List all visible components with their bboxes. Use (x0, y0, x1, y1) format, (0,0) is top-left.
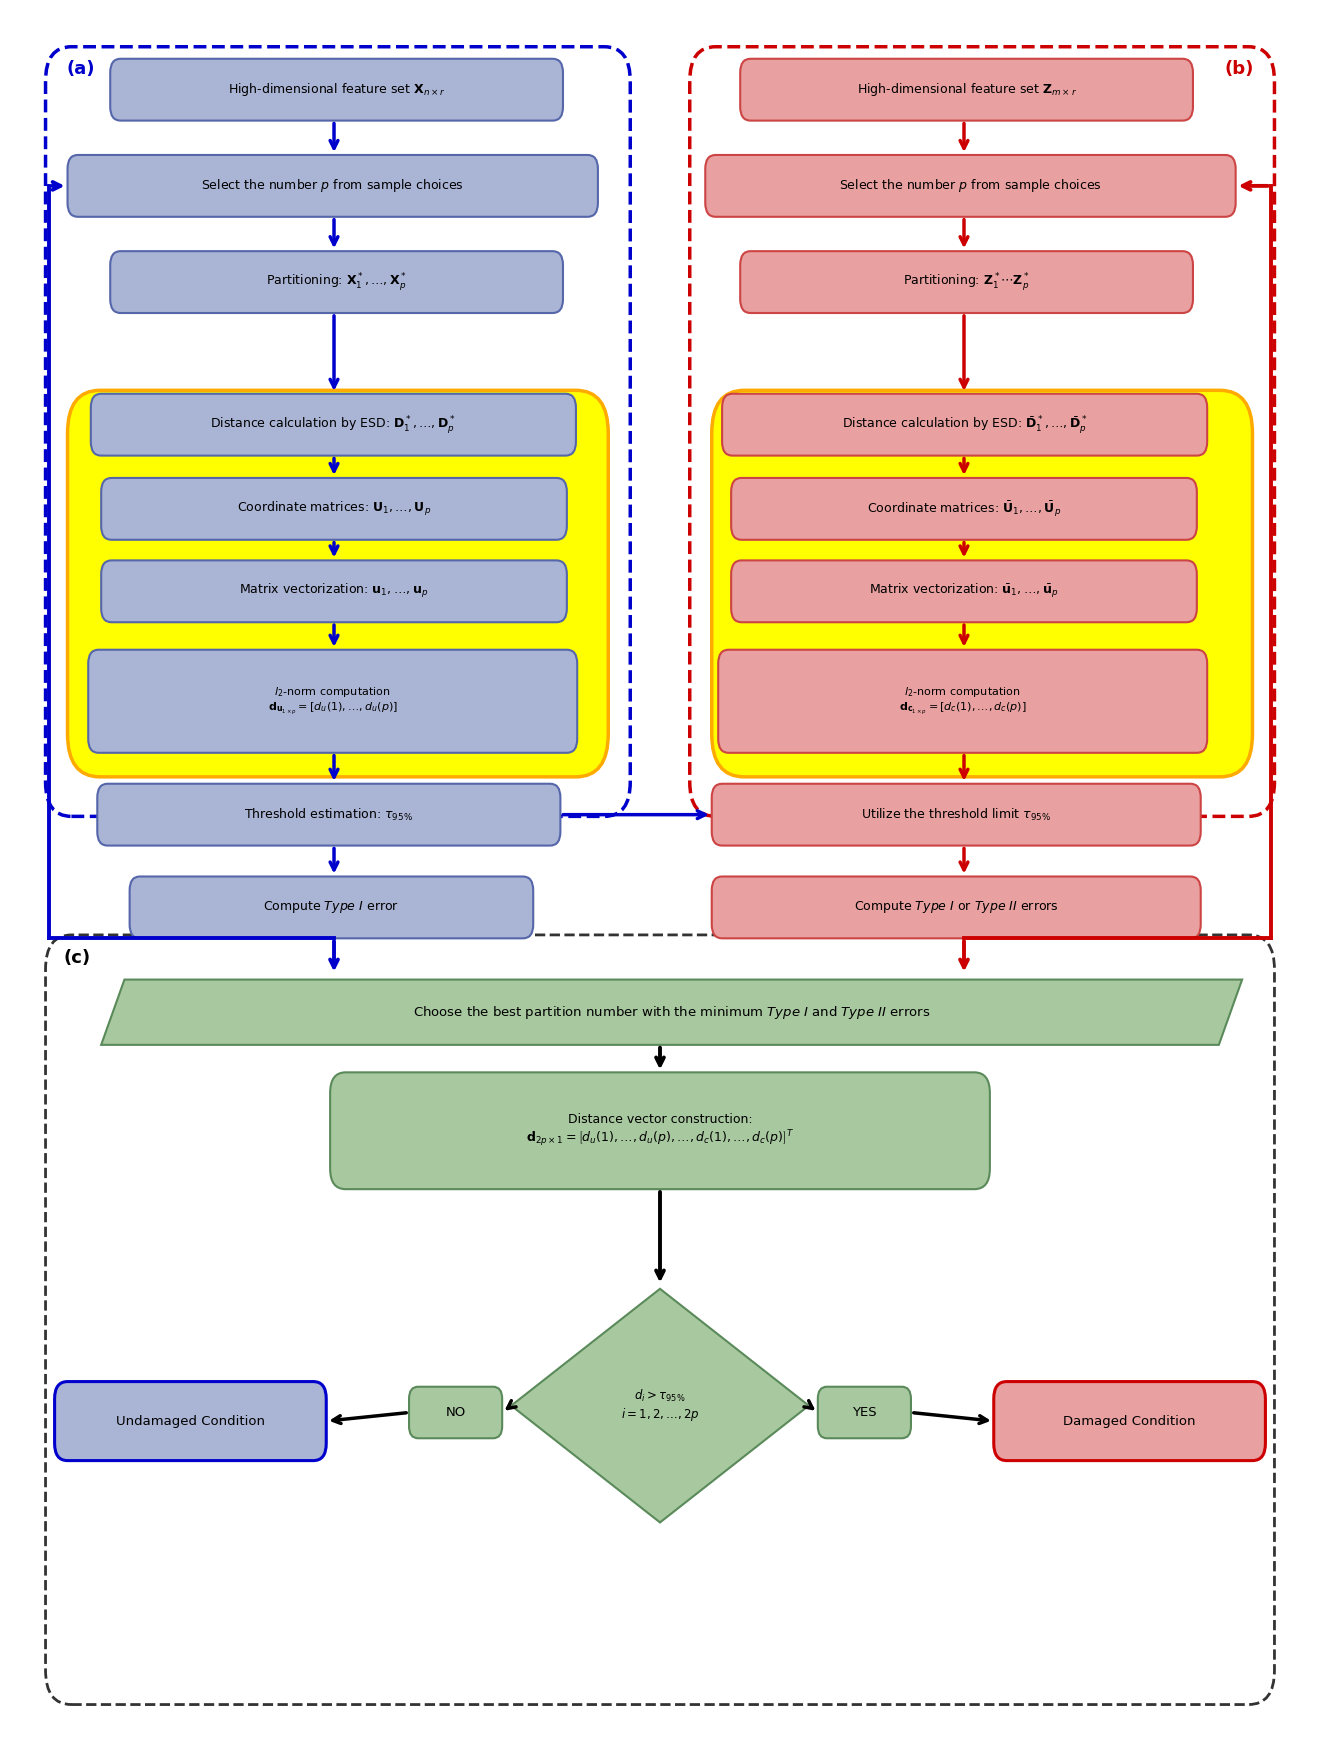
Text: Matrix vectorization: $\mathbf{u}_1,\ldots,\mathbf{u}_p$: Matrix vectorization: $\mathbf{u}_1,\ldo… (239, 582, 429, 600)
FancyBboxPatch shape (111, 60, 562, 121)
FancyBboxPatch shape (98, 784, 561, 845)
Text: High-dimensional feature set $\mathbf{X}_{n\times r}$: High-dimensional feature set $\mathbf{X}… (228, 81, 445, 98)
FancyBboxPatch shape (111, 251, 562, 314)
Text: $l_2$-norm computation
$\mathbf{d}_{\mathbf{c}_{1\times p}}=[d_c(1),\ldots,d_c(p: $l_2$-norm computation $\mathbf{d}_{\mat… (899, 685, 1027, 717)
FancyBboxPatch shape (731, 479, 1197, 540)
Text: $l_2$-norm computation
$\mathbf{d}_{\mathbf{u}_{1\times p}}=[d_u(1),\ldots,d_u(p: $l_2$-norm computation $\mathbf{d}_{\mat… (268, 685, 397, 717)
Text: Distance calculation by ESD: $\mathbf{D}_1^*,\ldots,\mathbf{D}_p^*$: Distance calculation by ESD: $\mathbf{D}… (210, 414, 457, 436)
Text: Distance calculation by ESD: $\bar{\mathbf{D}}_1^*,\ldots,\bar{\mathbf{D}}_p^*$: Distance calculation by ESD: $\bar{\math… (842, 414, 1088, 435)
FancyBboxPatch shape (54, 1381, 326, 1460)
FancyBboxPatch shape (741, 60, 1193, 121)
FancyBboxPatch shape (102, 561, 566, 622)
Text: Coordinate matrices: $\mathbf{U}_1,\ldots,\mathbf{U}_p$: Coordinate matrices: $\mathbf{U}_1,\ldot… (236, 500, 432, 517)
FancyBboxPatch shape (67, 391, 609, 777)
Text: $d_i > \tau_{95\%}$
$i=1,2,\ldots,2p$: $d_i > \tau_{95\%}$ $i=1,2,\ldots,2p$ (620, 1388, 700, 1423)
FancyBboxPatch shape (722, 394, 1208, 456)
FancyBboxPatch shape (330, 1073, 990, 1189)
FancyBboxPatch shape (102, 479, 566, 540)
FancyBboxPatch shape (409, 1387, 502, 1437)
FancyBboxPatch shape (67, 154, 598, 217)
Text: Partitioning: $\mathbf{Z}_1^*\cdots\mathbf{Z}_p^*$: Partitioning: $\mathbf{Z}_1^*\cdots\math… (903, 272, 1030, 293)
FancyBboxPatch shape (718, 650, 1208, 752)
FancyBboxPatch shape (818, 1387, 911, 1437)
Text: Select the number $p$ from sample choices: Select the number $p$ from sample choice… (201, 177, 465, 195)
FancyBboxPatch shape (741, 251, 1193, 314)
Text: Damaged Condition: Damaged Condition (1064, 1415, 1196, 1427)
Text: Partitioning: $\mathbf{X}_1^*,\ldots,\mathbf{X}_p^*$: Partitioning: $\mathbf{X}_1^*,\ldots,\ma… (267, 272, 407, 293)
Text: High-dimensional feature set $\mathbf{Z}_{m\times r}$: High-dimensional feature set $\mathbf{Z}… (857, 81, 1077, 98)
Text: Select the number $p$ from sample choices: Select the number $p$ from sample choice… (840, 177, 1102, 195)
Polygon shape (102, 980, 1242, 1045)
Text: Distance vector construction:
$\mathbf{d}_{2p\times 1}=\left[d_u(1),\ldots,d_u(p: Distance vector construction: $\mathbf{d… (525, 1113, 795, 1148)
Text: Choose the best partition number with the minimum $\mathit{Type\ I}$ and $\mathi: Choose the best partition number with th… (413, 1004, 931, 1020)
Text: (b): (b) (1225, 60, 1254, 79)
Text: Undamaged Condition: Undamaged Condition (116, 1415, 265, 1427)
FancyBboxPatch shape (88, 650, 577, 752)
Text: (a): (a) (66, 60, 95, 79)
FancyBboxPatch shape (711, 391, 1253, 777)
Text: Matrix vectorization: $\bar{\mathbf{u}}_1,\ldots,\bar{\mathbf{u}}_p$: Matrix vectorization: $\bar{\mathbf{u}}_… (870, 582, 1059, 600)
FancyBboxPatch shape (994, 1381, 1266, 1460)
Text: YES: YES (853, 1406, 876, 1418)
Text: (c): (c) (63, 948, 91, 966)
FancyBboxPatch shape (129, 876, 533, 938)
Text: Threshold estimation: $\tau_{95\%}$: Threshold estimation: $\tau_{95\%}$ (244, 806, 413, 822)
FancyBboxPatch shape (711, 784, 1201, 845)
Text: Coordinate matrices: $\bar{\mathbf{U}}_1,\ldots,\bar{\mathbf{U}}_p$: Coordinate matrices: $\bar{\mathbf{U}}_1… (867, 500, 1061, 519)
Text: Compute $\mathit{Type\ I}$ or $\mathit{Type\ II}$ errors: Compute $\mathit{Type\ I}$ or $\mathit{T… (854, 899, 1059, 915)
Text: Compute $\mathit{Type\ I}$ error: Compute $\mathit{Type\ I}$ error (264, 899, 400, 915)
FancyBboxPatch shape (731, 561, 1197, 622)
Text: NO: NO (445, 1406, 466, 1418)
Text: Utilize the threshold limit $\tau_{95\%}$: Utilize the threshold limit $\tau_{95\%}… (861, 806, 1052, 822)
Polygon shape (511, 1288, 809, 1522)
FancyBboxPatch shape (711, 876, 1201, 938)
FancyBboxPatch shape (705, 154, 1236, 217)
FancyBboxPatch shape (91, 394, 576, 456)
